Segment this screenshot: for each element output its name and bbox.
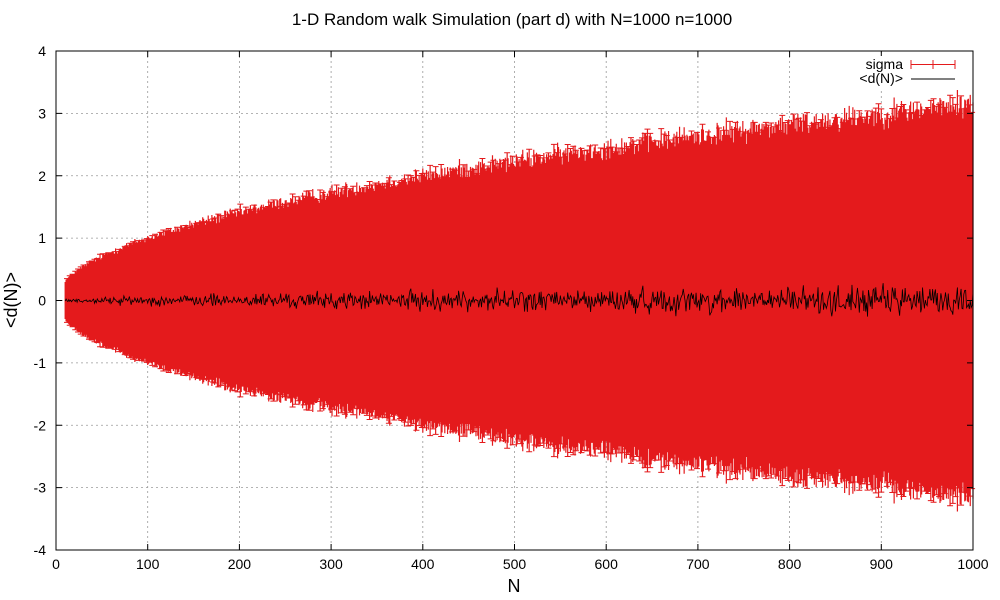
x-tick-label: 300	[319, 556, 343, 572]
sigma-errorbar-caps	[64, 94, 976, 507]
x-tick-label: 0	[52, 556, 60, 572]
y-axis-ticks: -4 -3 -2 -1 0 1 2 3 4	[34, 43, 973, 558]
y-tick-label: -4	[34, 542, 47, 558]
legend: sigma <d(N)>	[848, 56, 966, 90]
y-tick-label: 0	[38, 293, 46, 309]
mean-d-line	[64, 283, 974, 317]
y-axis-title: <d(N)>	[1, 272, 21, 328]
x-axis-ticks: 0 100 200 300 400 500 600 700 800 900 1000	[52, 51, 989, 572]
y-tick-label: 2	[38, 168, 46, 184]
x-tick-label: 700	[686, 556, 710, 572]
x-tick-label: 200	[228, 556, 252, 572]
x-tick-label: 1000	[957, 556, 988, 572]
mean-line-layer	[64, 283, 974, 317]
legend-swatch-sigma	[910, 60, 956, 69]
y-tick-label: -1	[34, 355, 47, 371]
y-tick-label: 4	[38, 43, 46, 59]
x-axis-title: N	[508, 576, 521, 596]
legend-label-mean: <d(N)>	[859, 70, 903, 86]
y-tick-label: -2	[34, 417, 47, 433]
y-tick-label: -3	[34, 480, 47, 496]
y-tick-label: 3	[38, 105, 46, 121]
legend-background	[848, 56, 966, 90]
x-tick-label: 600	[595, 556, 619, 572]
x-tick-label: 400	[411, 556, 435, 572]
legend-label-sigma: sigma	[866, 56, 904, 72]
x-tick-label: 100	[136, 556, 160, 572]
x-tick-label: 900	[870, 556, 894, 572]
x-tick-label: 800	[778, 556, 802, 572]
y-tick-label: 1	[38, 230, 46, 246]
chart-title: 1-D Random walk Simulation (part d) with…	[292, 10, 732, 29]
x-tick-label: 500	[503, 556, 527, 572]
